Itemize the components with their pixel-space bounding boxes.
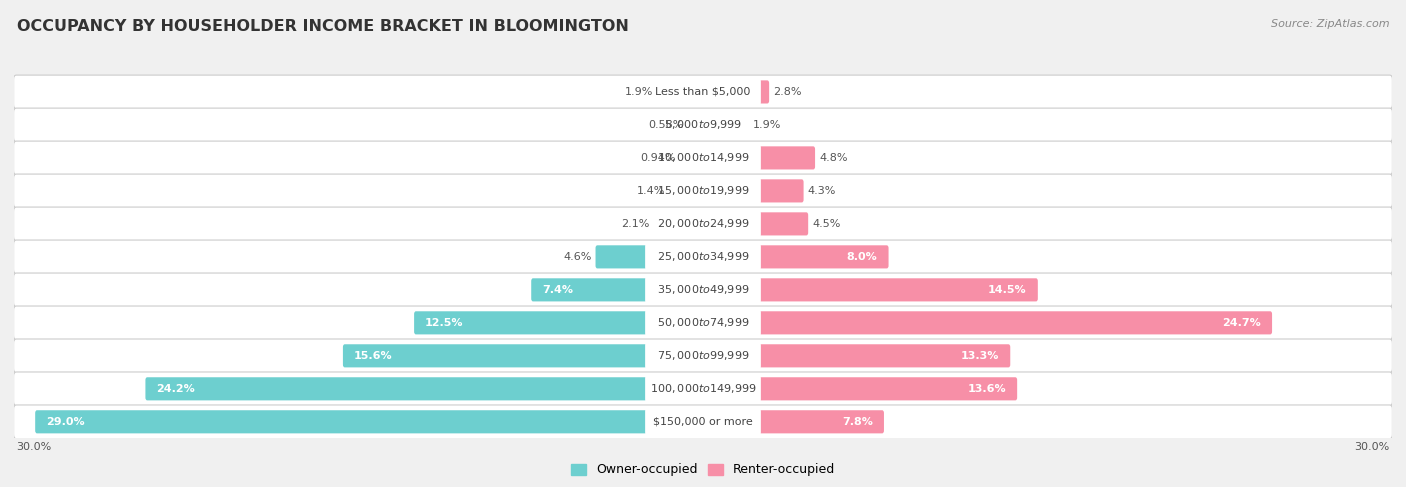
FancyBboxPatch shape [645,275,761,304]
Text: 1.9%: 1.9% [626,87,654,97]
Text: 15.6%: 15.6% [354,351,392,361]
Text: OCCUPANCY BY HOUSEHOLDER INCOME BRACKET IN BLOOMINGTON: OCCUPANCY BY HOUSEHOLDER INCOME BRACKET … [17,19,628,35]
FancyBboxPatch shape [702,377,1017,400]
FancyBboxPatch shape [645,143,761,172]
Text: 4.6%: 4.6% [564,252,592,262]
FancyBboxPatch shape [645,308,761,337]
FancyBboxPatch shape [702,245,889,268]
Text: 1.4%: 1.4% [637,186,665,196]
Legend: Owner-occupied, Renter-occupied: Owner-occupied, Renter-occupied [567,458,839,482]
Text: 4.3%: 4.3% [807,186,835,196]
FancyBboxPatch shape [645,375,761,403]
Text: $10,000 to $14,999: $10,000 to $14,999 [657,151,749,165]
Text: 24.2%: 24.2% [156,384,195,394]
FancyBboxPatch shape [14,273,1392,307]
FancyBboxPatch shape [702,212,808,235]
Text: $25,000 to $34,999: $25,000 to $34,999 [657,250,749,263]
FancyBboxPatch shape [702,311,1272,335]
Text: $100,000 to $149,999: $100,000 to $149,999 [650,382,756,395]
Text: $50,000 to $74,999: $50,000 to $74,999 [657,317,749,329]
FancyBboxPatch shape [645,341,761,371]
Text: 24.7%: 24.7% [1222,318,1261,328]
FancyBboxPatch shape [14,207,1392,241]
FancyBboxPatch shape [645,77,761,107]
FancyBboxPatch shape [702,344,1011,367]
Text: 7.8%: 7.8% [842,417,873,427]
Text: 0.58%: 0.58% [648,120,683,130]
FancyBboxPatch shape [14,306,1392,339]
Text: 29.0%: 29.0% [46,417,84,427]
FancyBboxPatch shape [645,209,761,239]
FancyBboxPatch shape [688,113,704,136]
Text: $35,000 to $49,999: $35,000 to $49,999 [657,283,749,297]
Text: 2.8%: 2.8% [773,87,801,97]
Text: 8.0%: 8.0% [846,252,877,262]
Text: 0.94%: 0.94% [640,153,676,163]
FancyBboxPatch shape [14,372,1392,406]
Text: Source: ZipAtlas.com: Source: ZipAtlas.com [1271,19,1389,30]
FancyBboxPatch shape [14,240,1392,274]
FancyBboxPatch shape [415,311,704,335]
FancyBboxPatch shape [14,75,1392,109]
Text: 4.5%: 4.5% [813,219,841,229]
FancyBboxPatch shape [145,377,704,400]
FancyBboxPatch shape [702,80,769,104]
FancyBboxPatch shape [645,111,761,139]
FancyBboxPatch shape [669,179,704,203]
FancyBboxPatch shape [14,108,1392,142]
Text: $5,000 to $9,999: $5,000 to $9,999 [664,118,742,131]
FancyBboxPatch shape [679,147,704,169]
Text: 30.0%: 30.0% [1354,442,1389,452]
FancyBboxPatch shape [645,243,761,271]
Text: $75,000 to $99,999: $75,000 to $99,999 [657,349,749,362]
Text: 13.3%: 13.3% [960,351,1000,361]
FancyBboxPatch shape [14,141,1392,175]
FancyBboxPatch shape [14,405,1392,439]
FancyBboxPatch shape [702,113,748,136]
FancyBboxPatch shape [14,174,1392,208]
Text: 13.6%: 13.6% [967,384,1007,394]
FancyBboxPatch shape [652,212,704,235]
FancyBboxPatch shape [596,245,704,268]
Text: $15,000 to $19,999: $15,000 to $19,999 [657,185,749,197]
FancyBboxPatch shape [35,410,704,433]
FancyBboxPatch shape [645,176,761,206]
Text: 1.9%: 1.9% [752,120,780,130]
Text: 30.0%: 30.0% [17,442,52,452]
FancyBboxPatch shape [645,407,761,436]
FancyBboxPatch shape [531,278,704,301]
Text: 14.5%: 14.5% [988,285,1026,295]
FancyBboxPatch shape [343,344,704,367]
FancyBboxPatch shape [702,179,804,203]
FancyBboxPatch shape [702,147,815,169]
Text: 12.5%: 12.5% [425,318,464,328]
Text: $150,000 or more: $150,000 or more [654,417,752,427]
Text: 2.1%: 2.1% [620,219,650,229]
FancyBboxPatch shape [658,80,704,104]
Text: Less than $5,000: Less than $5,000 [655,87,751,97]
Text: 4.8%: 4.8% [818,153,848,163]
FancyBboxPatch shape [14,339,1392,373]
Text: $20,000 to $24,999: $20,000 to $24,999 [657,217,749,230]
FancyBboxPatch shape [702,410,884,433]
FancyBboxPatch shape [702,278,1038,301]
Text: 7.4%: 7.4% [543,285,574,295]
